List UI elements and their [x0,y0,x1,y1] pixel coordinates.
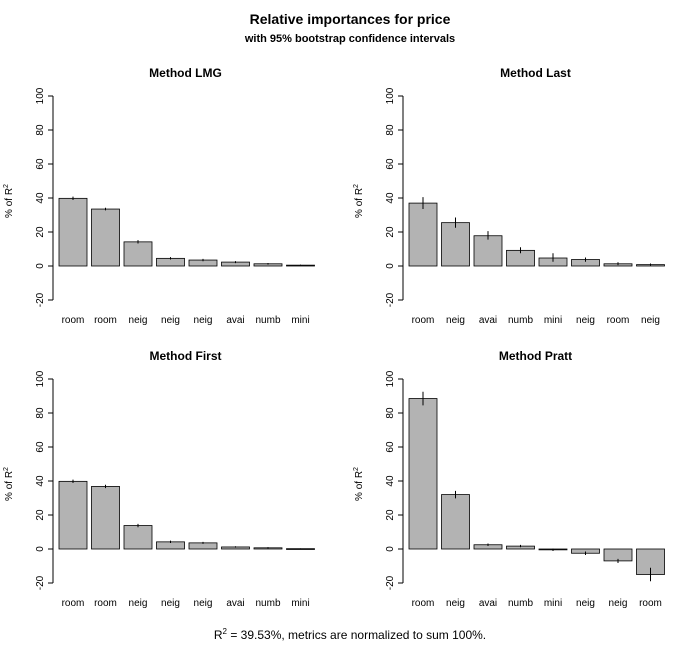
y-tick-label: 20 [385,509,396,521]
category-label: neig [446,315,465,326]
bar [91,486,120,550]
footnote-sup: 2 [223,627,228,636]
bar [58,197,88,267]
panel-title: Method First [150,349,222,363]
category-label: neig [161,598,180,609]
y-tick-label: 0 [35,263,46,269]
category-label: neig [446,598,465,609]
y-axis-label: % of R2 [353,467,365,501]
category-label: mini [544,315,562,326]
panel-title: Method Last [500,66,571,80]
footnote: R2 = 39.53%, metrics are normalized to s… [214,627,486,642]
bar [123,241,153,267]
category-label: neig [576,315,595,326]
y-tick-label: 80 [385,407,396,419]
y-tick-label: -20 [35,575,46,590]
category-label: avai [226,598,244,609]
category-label: avai [479,315,497,326]
category-label: mini [291,598,309,609]
category-label: room [607,315,630,326]
bar [441,222,470,267]
bar [91,208,120,267]
category-label: avai [479,598,497,609]
y-tick-label: 80 [35,124,46,136]
panel-title: Method Pratt [499,349,572,363]
y-tick-label: 80 [385,124,396,136]
bar [58,480,88,550]
category-label: room [639,598,662,609]
y-tick-label: 60 [35,158,46,170]
category-label: room [94,315,117,326]
y-tick-label: 20 [385,226,396,238]
y-axis-label: % of R2 [3,467,15,501]
category-label: neig [194,598,213,609]
category-label: room [412,598,435,609]
y-tick-label: 80 [35,407,46,419]
category-label: neig [129,598,148,609]
category-label: numb [255,598,280,609]
bar [123,525,153,550]
category-label: mini [544,598,562,609]
y-tick-label: -20 [385,292,396,307]
y-tick-label: 100 [35,370,46,387]
y-tick-label: 20 [35,226,46,238]
category-label: neig [609,598,628,609]
y-axis-label: % of R2 [3,184,15,218]
category-label: neig [641,315,660,326]
bar [473,235,503,267]
category-label: mini [291,315,309,326]
category-label: neig [129,315,148,326]
y-axis-label: % of R2 [353,184,365,218]
y-tick-label: 20 [35,509,46,521]
y-tick-label: 100 [385,370,396,387]
y-tick-label: 40 [385,475,396,487]
y-tick-label: 0 [35,546,46,552]
panel-first: Method First -20 0 20 40 60 80 100 % of R2 room ro… [3,349,315,609]
footnote-text: = 39.53%, metrics are normalized to sum … [227,628,486,642]
bar [441,494,470,550]
bar [408,398,438,550]
category-label: room [62,598,85,609]
y-tick-label: 100 [35,87,46,104]
category-label: room [94,598,117,609]
category-label: room [62,315,85,326]
y-tick-label: 60 [385,158,396,170]
y-tick-label: 60 [385,441,396,453]
category-label: neig [161,315,180,326]
panel-title: Method LMG [149,66,222,80]
y-tick-label: -20 [385,575,396,590]
figure-subtitle: with 95% bootstrap confidence intervals [244,33,455,45]
figure-title: Relative importances for price [250,11,451,27]
category-label: avai [226,315,244,326]
y-tick-label: 40 [35,192,46,204]
y-tick-label: 100 [385,87,396,104]
bar [408,202,438,267]
y-tick-label: -20 [35,292,46,307]
category-label: room [412,315,435,326]
category-label: neig [194,315,213,326]
category-label: numb [255,315,280,326]
y-tick-label: 0 [385,546,396,552]
category-label: numb [508,598,533,609]
category-label: numb [508,315,533,326]
y-tick-label: 40 [35,475,46,487]
y-tick-label: 60 [35,441,46,453]
footnote-r: R [214,628,223,642]
y-tick-label: 0 [385,263,396,269]
y-tick-label: 40 [385,192,396,204]
panel-lmg: Method LMG -20 0 20 40 60 80 100 % of R2 room room… [3,66,315,326]
category-label: neig [576,598,595,609]
